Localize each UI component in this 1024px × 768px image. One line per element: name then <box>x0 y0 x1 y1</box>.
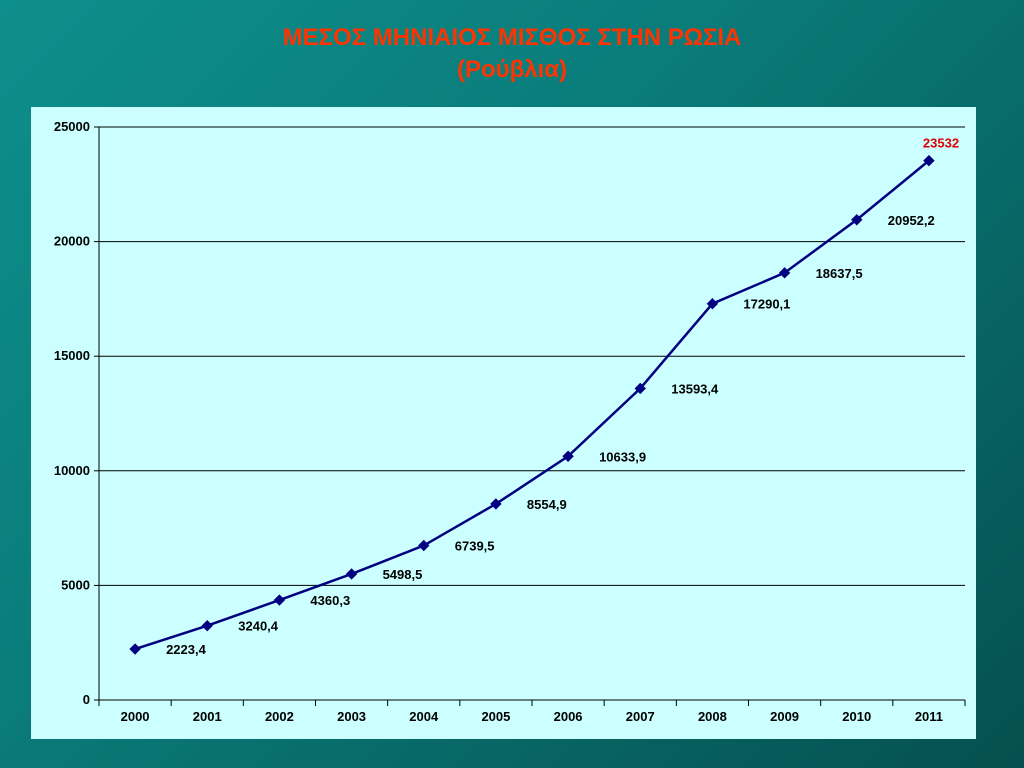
x-tick-label-2009: 2009 <box>770 709 799 724</box>
y-tick-label-20000: 20000 <box>54 234 90 249</box>
data-point-2005 <box>490 498 502 510</box>
data-point-2001 <box>201 620 213 632</box>
data-point-2003 <box>345 568 358 580</box>
y-tick-label-0: 0 <box>83 692 90 707</box>
data-point-2002 <box>273 594 286 606</box>
series-line <box>134 159 930 651</box>
data-point-2010 <box>851 214 863 226</box>
x-tick-label-2006: 2006 <box>554 709 583 724</box>
data-point-2000 <box>129 643 141 655</box>
data-label-2006: 10633,9 <box>599 449 646 464</box>
x-tick-label-2001: 2001 <box>193 709 222 724</box>
x-tick-label-2004: 2004 <box>409 709 439 724</box>
x-tick-label-2011: 2011 <box>915 709 943 724</box>
data-point-2011 <box>923 154 935 167</box>
data-label-2004: 6739,5 <box>455 539 495 554</box>
slide-title-line2: (Ρούβλια) <box>456 56 568 83</box>
y-tick-label-15000: 15000 <box>54 348 90 363</box>
slide-title: ΜΕΣΟΣ ΜΗΝΙΑΙΟΣ ΜΙΣΘΟΣ ΣΤΗΝ ΡΩΣΙΑ (Ρούβλι… <box>0 22 1024 86</box>
data-label-2008: 17290,1 <box>743 297 790 312</box>
data-label-2007: 13593,4 <box>671 381 719 396</box>
data-point-2008 <box>706 298 719 310</box>
x-tick-label-2003: 2003 <box>337 709 366 724</box>
data-label-2001: 3240,4 <box>238 619 279 634</box>
data-point-2007 <box>634 382 646 395</box>
x-tick-label-2010: 2010 <box>842 709 871 724</box>
y-tick-label-10000: 10000 <box>54 463 90 478</box>
x-tick-label-2005: 2005 <box>481 709 510 724</box>
x-tick-label-2002: 2002 <box>265 709 294 724</box>
data-point-2004 <box>418 539 430 552</box>
line-chart: 0 5000 10000 15000 20000 25000 2000 2001 2002 200… <box>54 119 966 724</box>
data-label-2010: 20952,2 <box>888 213 935 228</box>
y-tick-label-25000: 25000 <box>54 119 90 134</box>
data-point-2009 <box>778 267 791 279</box>
y-tick-label-5000: 5000 <box>61 577 90 592</box>
x-tick-label-2007: 2007 <box>626 709 655 724</box>
data-label-2005: 8554,9 <box>527 497 567 512</box>
data-point-2006 <box>562 450 574 462</box>
x-tick-label-2008: 2008 <box>698 709 727 724</box>
data-label-2011: 23532 <box>923 136 959 151</box>
x-tick-label-2000: 2000 <box>121 709 150 724</box>
data-label-2002: 4360,3 <box>310 593 350 608</box>
data-label-2000: 2223,4 <box>166 642 207 657</box>
chart-panel: 0 5000 10000 15000 20000 25000 2000 2001 2002 200… <box>31 107 976 739</box>
data-label-2009: 18637,5 <box>816 266 863 281</box>
data-label-2003: 5498,5 <box>383 567 423 582</box>
slide-title-line1: ΜΕΣΟΣ ΜΗΝΙΑΙΟΣ ΜΙΣΘΟΣ ΣΤΗΝ ΡΩΣΙΑ <box>282 24 742 51</box>
